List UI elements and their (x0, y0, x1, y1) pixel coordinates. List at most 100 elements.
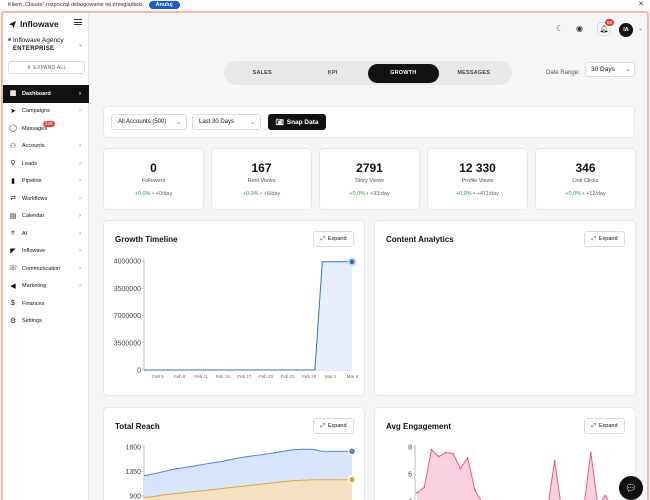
engagement-point (466, 456, 469, 459)
sidebar-item-marketing[interactable]: ◀ Marketing › (3, 278, 89, 296)
tab-messages[interactable]: MESSAGES (457, 70, 491, 76)
expand-label: Expand (327, 236, 347, 242)
sidebar-item-messages[interactable]: ◯ Messages 228 (3, 120, 89, 138)
ai-icon: ⌾ (10, 230, 16, 238)
stat-value: 346 (575, 161, 596, 175)
chevron-down-icon[interactable]: ⌄ (638, 26, 644, 32)
sidebar-item-dashboard[interactable]: ▦ Dashboard › (3, 85, 89, 103)
sidebar-item-label: Settings (22, 318, 42, 325)
total-reach-chart: 900 1350 1800 (125, 445, 357, 500)
accounts-filter-select[interactable]: All Accounts (500) ⌄ (111, 114, 187, 130)
sidebar-item-calendar[interactable]: ▤ Calendar › (3, 208, 89, 226)
expand-all-button[interactable]: ⇕ EXPAND ALL (8, 61, 85, 74)
sidebar-item-label: Dashboard (22, 90, 51, 97)
stat-delta: +0,0% • +411/day (455, 191, 500, 197)
sidebar-item-ai[interactable]: ⌾ AI › (3, 225, 89, 243)
reach-series-1-line (143, 479, 352, 499)
expand-icon: ⤢ (320, 235, 325, 242)
expand-label: Expand (598, 236, 618, 242)
stat-delta: +0,0% • +0/day (134, 191, 173, 197)
date-range-value: 30 Days (591, 66, 615, 73)
sidebar-item-label: Marketing (22, 283, 47, 290)
chevron-right-icon: › (79, 283, 81, 290)
tab-kpi[interactable]: KPI (327, 70, 338, 76)
chat-button[interactable]: 💬︎ (619, 476, 643, 500)
sidebar-item-campaigns[interactable]: ➤ Campaigns › (3, 103, 89, 121)
sidebar-item-pipeline[interactable]: ▮ Pipeline › (3, 173, 89, 191)
expand-button[interactable]: ⤢ Expand (313, 231, 354, 247)
stat-delta: +0,0% • +93/day (349, 191, 390, 197)
engagement-point (437, 455, 440, 458)
stat-value: 2791 (356, 161, 383, 175)
period-filter-select[interactable]: Last 30 Days ⌄ (192, 114, 261, 130)
sidebar-item-leads[interactable]: ⚲ Leads › (3, 155, 89, 173)
chevron-down-icon: ⌄ (175, 119, 181, 126)
notifications-button[interactable]: 🔔︎ 50 (597, 19, 614, 36)
growth-series-line (144, 261, 352, 371)
sidebar-item-label: Campaigns (22, 108, 50, 115)
expand-icon: ⤢ (591, 422, 596, 429)
dollar-icon: $ (11, 300, 15, 308)
chevron-right-icon: › (79, 230, 81, 237)
snap-data-button[interactable]: 📷︎ Snap Data (268, 114, 326, 130)
accounts-filter-value: All Accounts (500) (118, 119, 167, 125)
card-title: Growth Timeline (115, 235, 178, 244)
y-tick-label: 7000000 (114, 313, 141, 320)
tab-growth[interactable]: GROWTH (368, 63, 439, 83)
cancel-debug-button[interactable]: Anuluj (148, 0, 180, 9)
logo-icon (8, 20, 17, 28)
avatar[interactable]: IA (619, 23, 633, 37)
x-tick-label: Feb 26 (302, 374, 317, 379)
stat-label: Story Views (355, 178, 384, 184)
x-tick-label: Feb 8 (174, 374, 186, 379)
agency-switcher[interactable]: Inflowave Agency ENTERPRISE ⌄ (8, 37, 85, 53)
app-name: Inflowave (20, 19, 59, 29)
eye-icon[interactable]: ◉ (576, 24, 583, 33)
series-end-point (347, 257, 357, 267)
stat-percent: +0,0% (242, 191, 259, 197)
app-window: Inflowave Inflowave Agency ENTERPRISE ⌄ … (1, 11, 649, 500)
engagement-series-area (417, 449, 608, 500)
engagement-point (459, 467, 462, 470)
series-end-point (347, 447, 357, 456)
expand-button[interactable]: ⤢ Expand (313, 418, 354, 434)
top-bar: ☾ ◉ 🔔︎ 50 IA ⌄ (89, 13, 647, 47)
x-tick-label: Feb 20 (259, 374, 274, 379)
reach-series-0-line (143, 448, 352, 477)
sidebar-item-communication[interactable]: ☏ Communication › (3, 260, 89, 278)
chevron-right-icon: › (79, 213, 81, 220)
expand-button[interactable]: ⤢ Expand (584, 231, 625, 247)
menu-icon[interactable] (74, 19, 82, 25)
y-tick-label: 0 (137, 368, 141, 375)
content-analytics-card: Content Analytics ⤢ Expand (374, 220, 636, 396)
engagement-series-line (416, 448, 609, 500)
tab-sales[interactable]: SALES (252, 70, 272, 76)
engagement-point (430, 448, 433, 451)
growth-series-area (144, 261, 352, 370)
stat-per-day: +411/day (476, 191, 500, 197)
close-icon[interactable]: ✕ (638, 1, 644, 8)
agency-name: Inflowave Agency (13, 37, 64, 44)
sidebar-item-inflowave[interactable]: ◤ Inflowave › (3, 243, 89, 261)
card-title: Avg Engagement (386, 422, 452, 431)
series-end-point (347, 475, 357, 484)
y-tick-label: 1800 (125, 445, 141, 452)
sidebar-item-settings[interactable]: ⚙ Settings (3, 313, 89, 331)
y-tick-label: 3500000 (114, 286, 141, 293)
y-tick-label: 900 (129, 494, 141, 500)
stat-card-profile-views: 12 330 Profile Views +0,0% • +411/day (427, 148, 528, 210)
stat-per-day: +12/day (586, 191, 606, 197)
sidebar-item-workflows[interactable]: ⇄ Workflows › (3, 190, 89, 208)
avg-engagement-card: Avg Engagement ⤢Expand 4 6 8 (374, 407, 636, 500)
expand-button[interactable]: ⤢ Expand (584, 418, 625, 434)
chevron-down-icon: ⌄ (249, 119, 255, 126)
sidebar-item-finances[interactable]: $ Finances (3, 295, 89, 313)
app-logo[interactable]: Inflowave (8, 19, 59, 29)
date-range-select[interactable]: 30 Days ⌄ (585, 62, 635, 77)
snap-data-label: Snap Data (286, 118, 319, 126)
stat-card-link-clicks: 346 Link Clicks +0,0% • +12/day (535, 148, 636, 210)
sidebar: Inflowave Inflowave Agency ENTERPRISE ⌄ … (3, 13, 89, 500)
chat-icon: 💬︎ (625, 482, 637, 493)
sidebar-item-accounts[interactable]: ⚇ Accounts › (3, 138, 89, 156)
moon-icon[interactable]: ☾ (556, 24, 564, 33)
